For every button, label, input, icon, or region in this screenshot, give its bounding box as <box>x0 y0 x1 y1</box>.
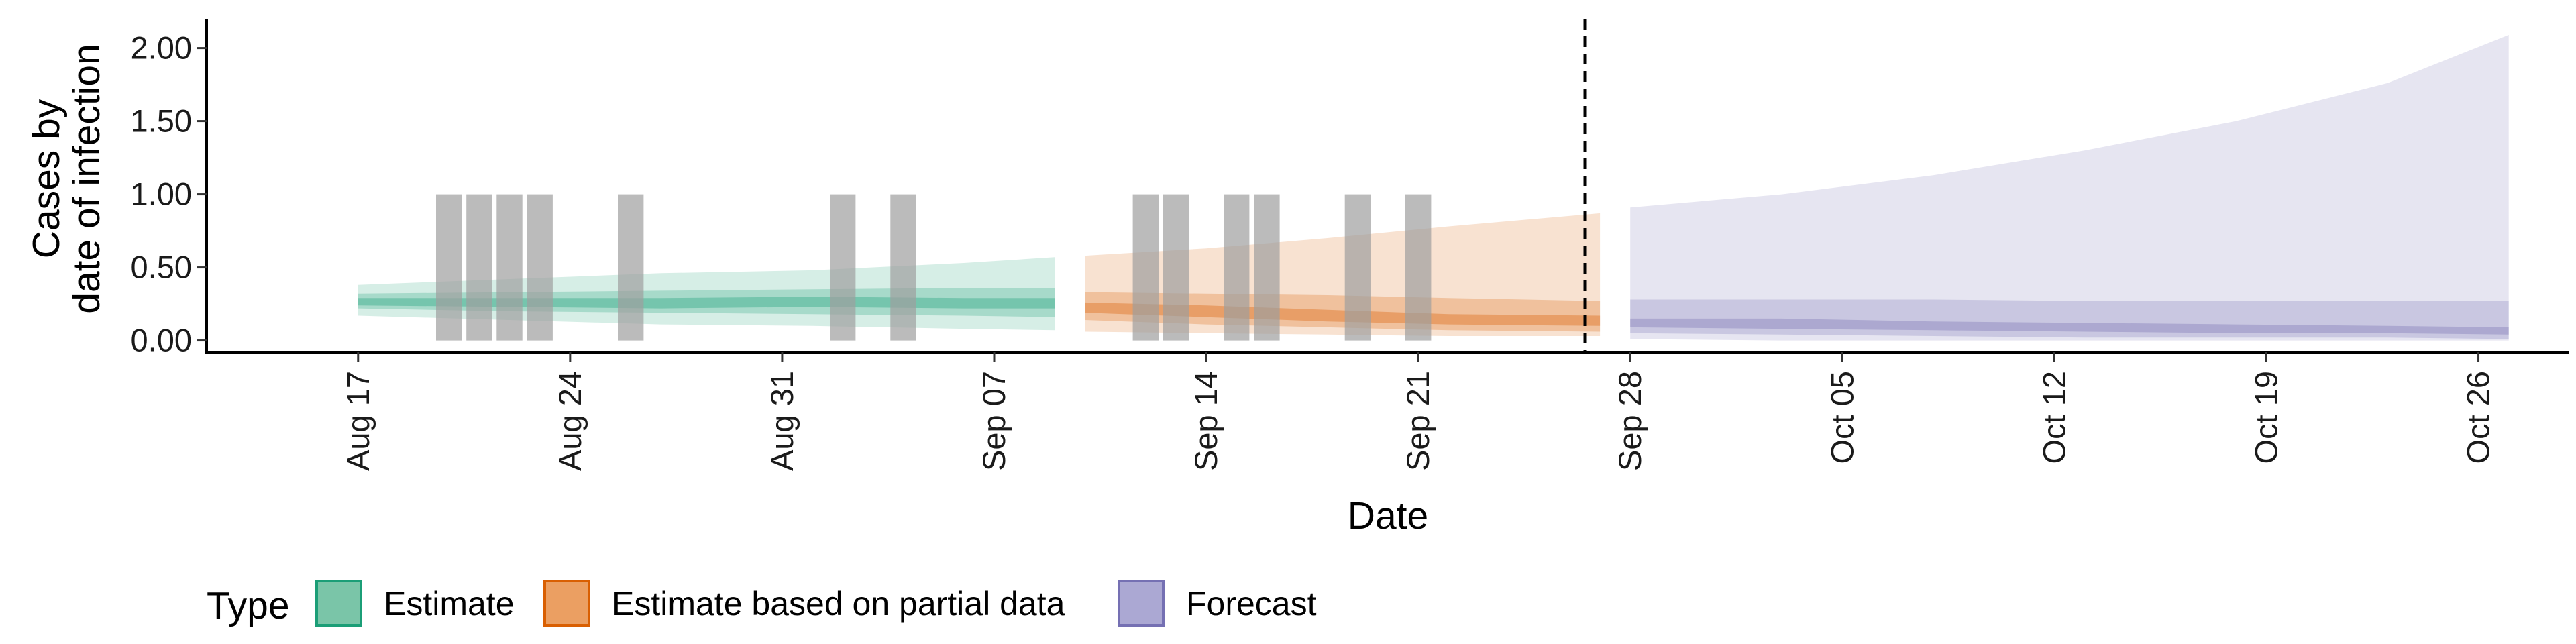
x-tick-label: Sep 28 <box>1612 371 1648 471</box>
reported-case-bar <box>1132 194 1159 341</box>
x-axis-ticks: Aug 17 Aug 24 Aug 31 Sep 07 Sep 14 Sep 21 Sep … <box>340 352 2496 471</box>
reported-case-bar <box>1405 194 1432 341</box>
y-tick-label: 1.50 <box>131 103 192 139</box>
series-2-band-1 <box>1630 299 2509 339</box>
reported-case-bar <box>436 194 462 341</box>
reported-case-bar <box>1344 194 1371 341</box>
legend-label: Estimate <box>384 585 515 623</box>
reported-case-bar <box>496 194 523 341</box>
reported-case-bar <box>466 194 492 341</box>
series-1-band-1 <box>1085 292 1601 332</box>
reported-case-bar <box>1224 194 1250 341</box>
series-1-band-0 <box>1085 213 1601 336</box>
x-tick-label: Oct 26 <box>2461 371 2496 464</box>
x-tick-label: Aug 24 <box>552 371 588 471</box>
legend-label: Forecast <box>1186 585 1317 623</box>
y-axis-ticks: 0.00 0.50 1.00 1.50 2.00 <box>131 30 207 358</box>
x-tick-label: Aug 31 <box>764 371 800 471</box>
x-tick-label: Aug 17 <box>340 371 376 471</box>
axes <box>205 19 2569 354</box>
y-axis-title-line-2: date of infection <box>65 44 108 313</box>
x-tick-label: Oct 12 <box>2036 371 2072 464</box>
reported-case-bar <box>890 194 916 341</box>
legend-label: Estimate based on partial data <box>612 585 1065 623</box>
y-tick-label: 1.00 <box>131 176 192 212</box>
reported-case-bar <box>830 194 856 341</box>
x-tick-label: Sep 14 <box>1188 371 1224 471</box>
series-bands <box>358 35 2509 341</box>
series-2-band-0 <box>1630 35 2509 341</box>
reported-case-bar <box>1163 194 1189 341</box>
series-2-band-2 <box>1630 318 2509 335</box>
x-axis-title: Date <box>1348 494 1428 537</box>
y-axis-title-line-1: Cases by <box>25 99 68 258</box>
series-1-band-2 <box>1085 302 1601 326</box>
y-axis-title: Cases by date of infection <box>25 44 108 313</box>
legend-key-2 <box>1118 580 1165 627</box>
x-tick-label: Sep 21 <box>1400 371 1436 471</box>
y-tick-label: 0.00 <box>131 323 192 358</box>
legend-key-1 <box>543 580 590 627</box>
reported-case-bar <box>527 194 553 341</box>
x-tick-label: Oct 05 <box>1824 371 1860 464</box>
reported-case-bar <box>618 194 644 341</box>
x-tick-label: Oct 19 <box>2249 371 2284 464</box>
reported-case-bar <box>1254 194 1280 341</box>
y-tick-label: 2.00 <box>131 30 192 66</box>
reported-case-bars <box>436 194 1432 341</box>
legend-key-0 <box>315 580 362 627</box>
legend-title: Type <box>207 584 290 627</box>
x-tick-label: Sep 07 <box>976 371 1012 471</box>
y-tick-label: 0.50 <box>131 250 192 285</box>
legend: Type Estimate Estimate based on partial d… <box>207 580 1317 627</box>
